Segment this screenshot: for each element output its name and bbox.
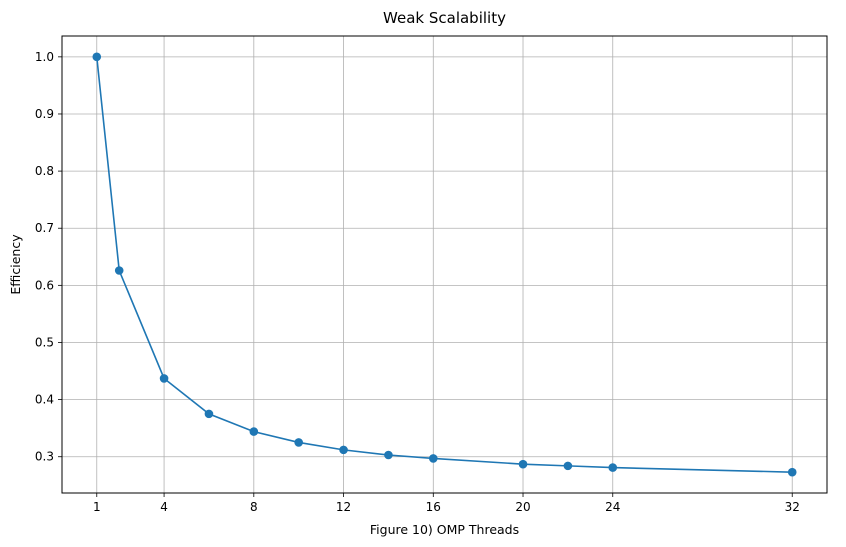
- chart-title: Weak Scalability: [383, 9, 506, 27]
- x-tick-label: 12: [336, 500, 351, 514]
- x-tick-label: 16: [426, 500, 441, 514]
- y-tick-label: 0.5: [35, 335, 54, 349]
- data-point: [787, 467, 797, 477]
- data-point: [159, 374, 169, 383]
- ticks: 1 4 8 12 16 20 24 32 0.3 0.4 0.5 0.6 0.7 0.8 0.9 1.0: [35, 50, 800, 514]
- x-tick-label: 20: [515, 500, 530, 514]
- data-point: [384, 450, 393, 460]
- data-point: [518, 459, 528, 469]
- y-tick-label: 0.6: [35, 278, 54, 292]
- x-tick-label: 8: [250, 500, 258, 514]
- y-tick-label: 0.8: [35, 164, 54, 178]
- data-point: [428, 454, 438, 463]
- x-tick-label: 1: [93, 500, 101, 514]
- y-tick-label: 0.3: [35, 450, 54, 464]
- data-point: [608, 463, 618, 472]
- x-tick-label: 4: [160, 500, 168, 514]
- y-tick-label: 1.0: [35, 50, 54, 64]
- data-point: [294, 438, 303, 447]
- x-axis-label: Figure 10) OMP Threads: [370, 522, 519, 537]
- y-tick-label: 0.7: [35, 221, 54, 235]
- series-layer: [92, 52, 797, 477]
- data-point: [339, 445, 348, 455]
- x-tick-label: 32: [785, 500, 800, 514]
- y-tick-label: 0.9: [35, 107, 54, 121]
- data-point: [204, 409, 214, 419]
- grid: [62, 36, 827, 493]
- data-point: [92, 52, 102, 62]
- y-axis-label: Efficiency: [8, 234, 23, 295]
- data-point: [114, 266, 124, 275]
- x-tick-label: 24: [605, 500, 620, 514]
- data-point: [563, 461, 573, 471]
- plot-frame: [61, 35, 828, 494]
- data-point: [249, 427, 259, 436]
- y-tick-label: 0.4: [35, 393, 54, 407]
